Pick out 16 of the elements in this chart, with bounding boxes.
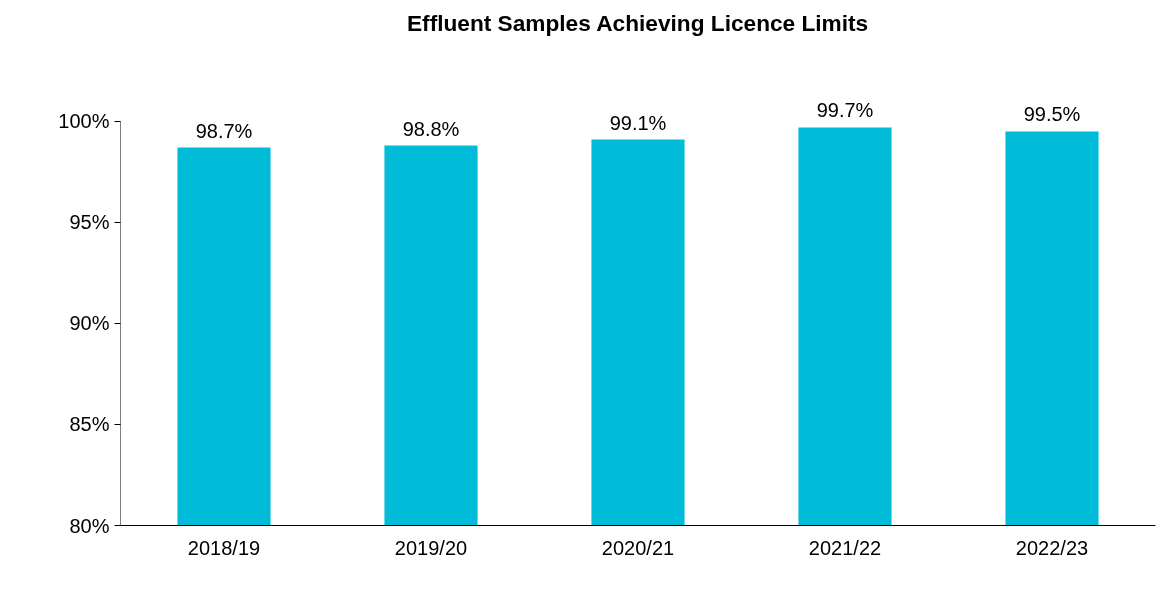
y-tick-label: 95% — [69, 211, 110, 234]
x-tick-label: 2022/23 — [1015, 536, 1089, 559]
data-label: 99.7% — [816, 99, 874, 122]
data-label: 98.8% — [402, 117, 460, 140]
y-tick-label: 85% — [69, 413, 110, 436]
y-tick-label: 80% — [69, 514, 110, 537]
y-tick-label: 90% — [69, 312, 110, 335]
y-tick-label: 100% — [58, 110, 110, 133]
x-tick-label: 2020/21 — [601, 536, 675, 559]
data-label: 99.5% — [1023, 103, 1081, 126]
data-label: 99.1% — [609, 111, 667, 134]
x-tick-label: 2019/20 — [394, 536, 468, 559]
chart-title: Effluent Samples Achieving Licence Limits — [406, 9, 869, 36]
x-tick-label: 2021/22 — [808, 536, 882, 559]
data-label: 98.7% — [195, 119, 253, 142]
x-tick-label: 2018/19 — [187, 536, 261, 559]
